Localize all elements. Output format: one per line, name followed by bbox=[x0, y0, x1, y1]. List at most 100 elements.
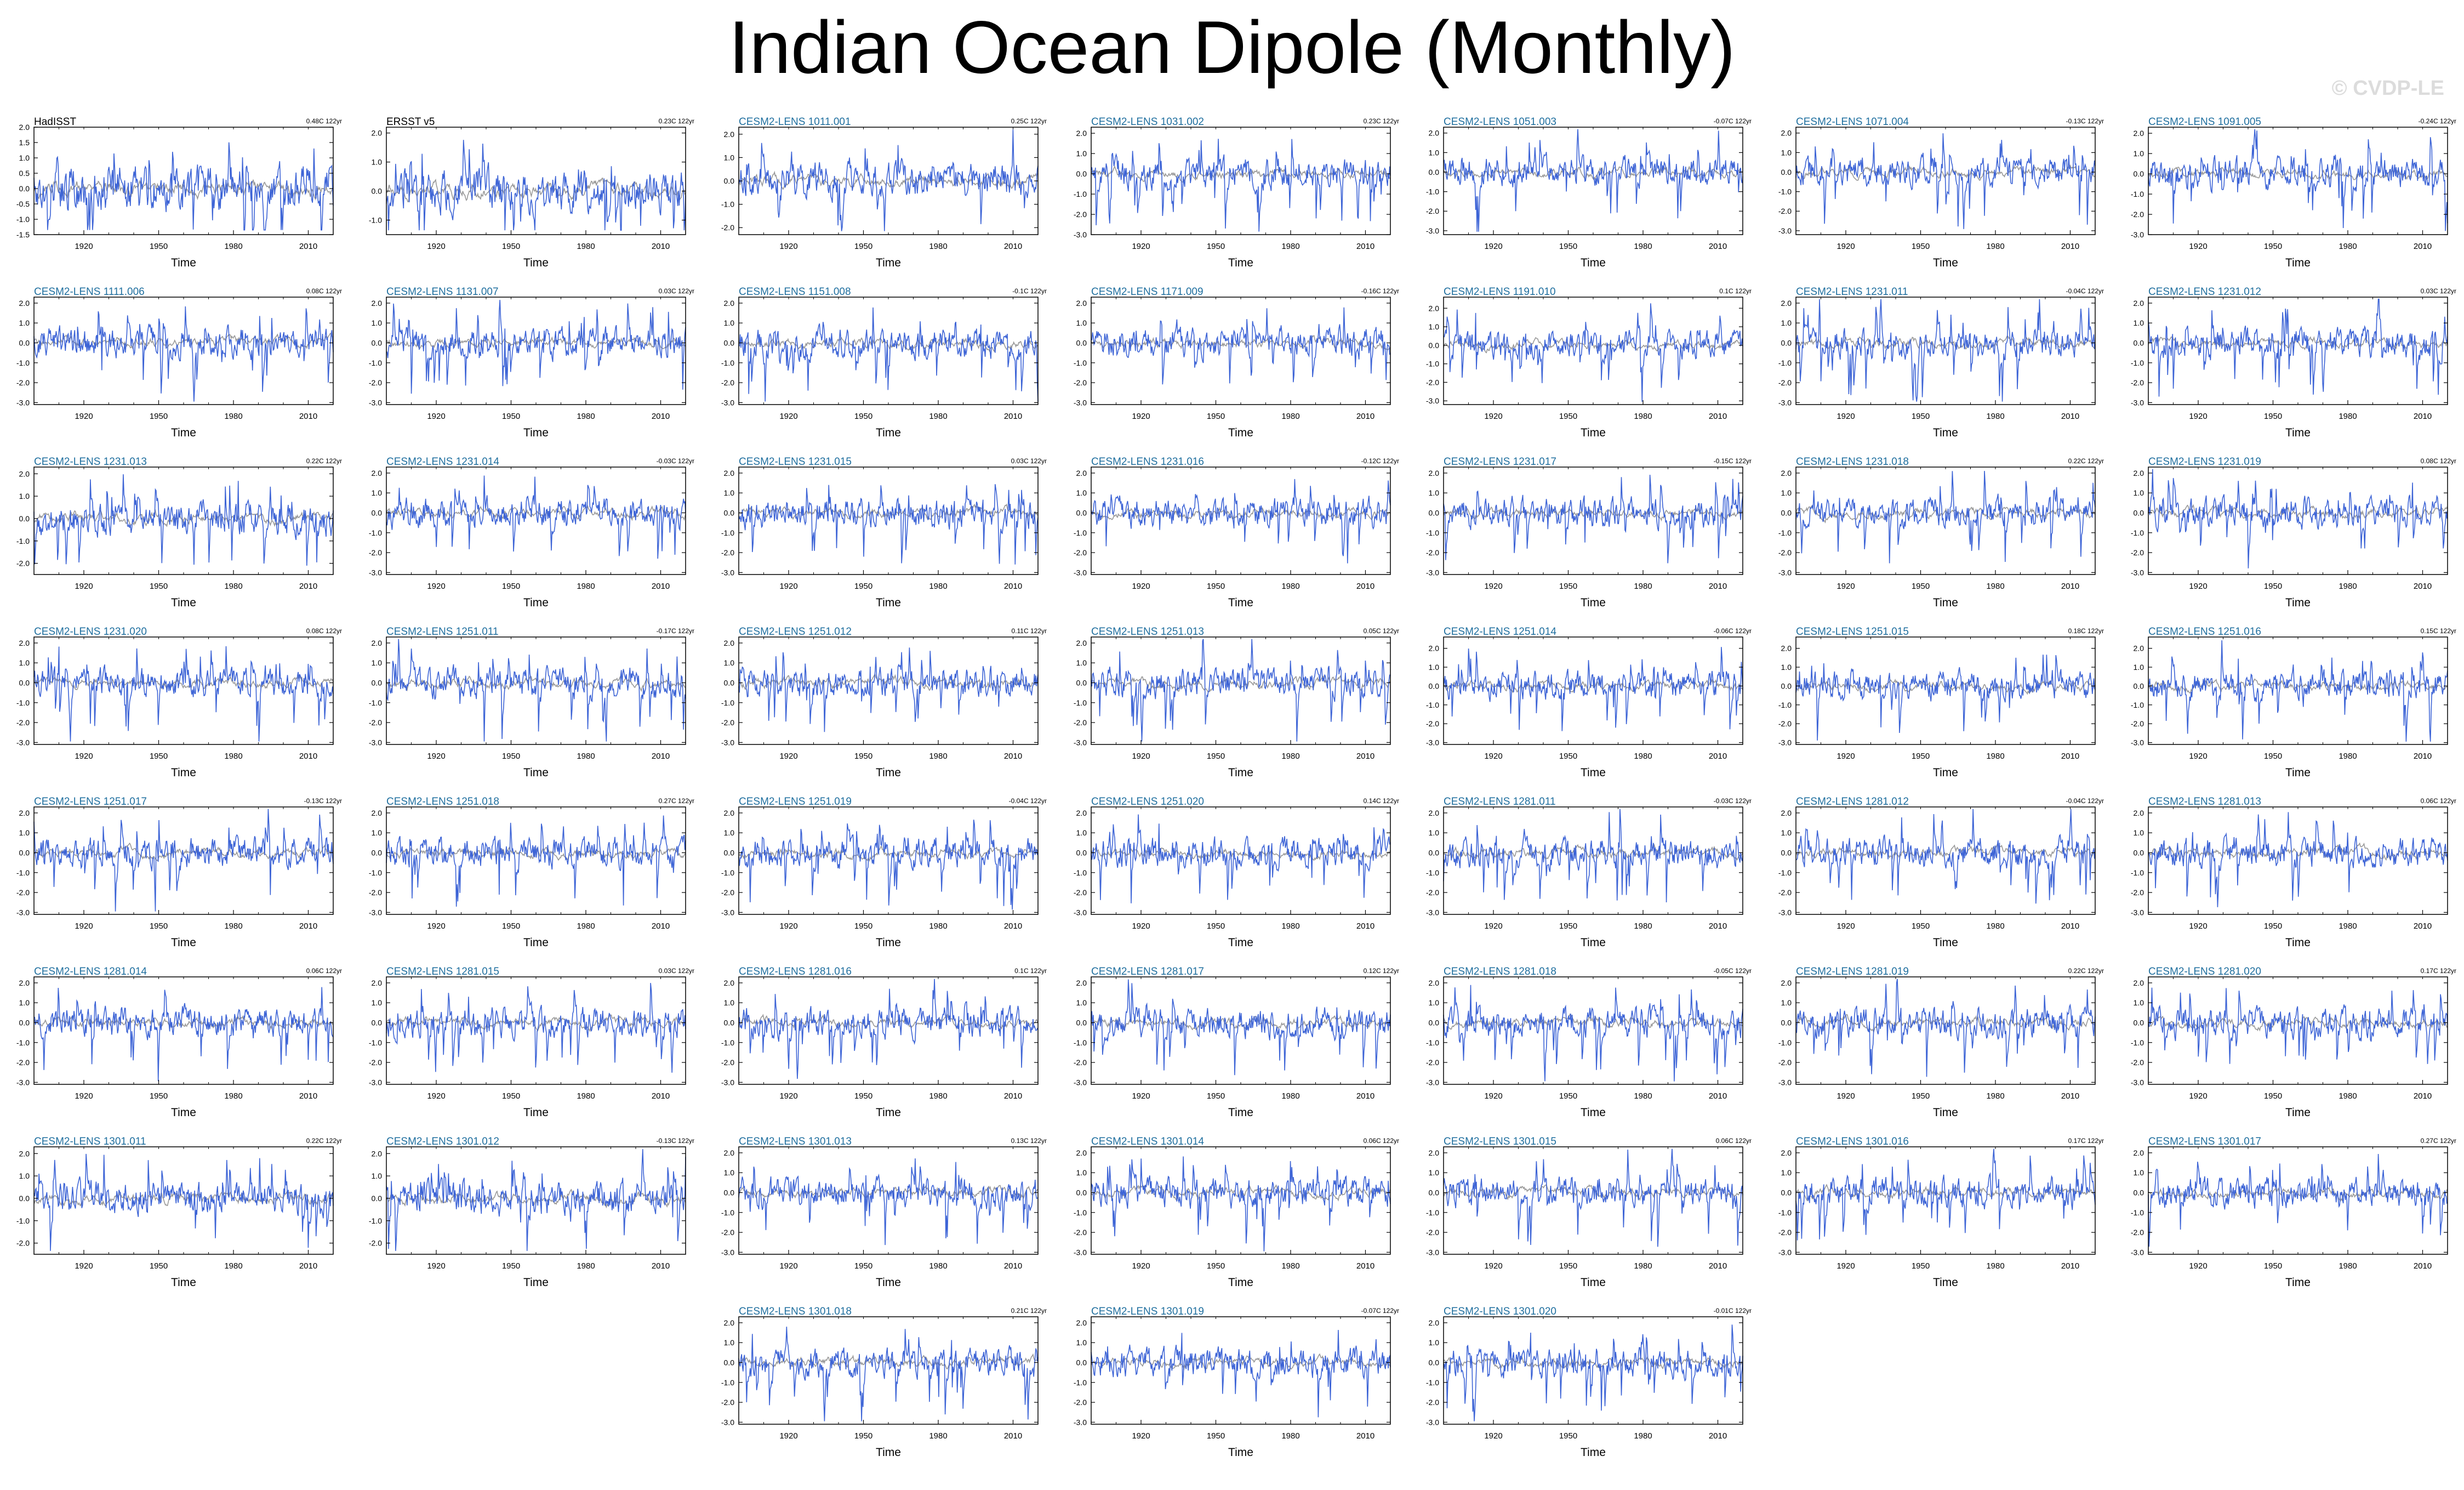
y-tick-label: -2.0 bbox=[2131, 1228, 2144, 1237]
trend-label: -0.13C 122yr bbox=[2066, 117, 2104, 125]
x-tick-label: 1920 bbox=[1132, 582, 1150, 591]
x-tick-label: 1920 bbox=[1132, 412, 1150, 421]
chart-panel: CESM2-LENS 1251.015 0.18C 122yr 2.0 1.0 0.0 -… bbox=[1762, 626, 2113, 796]
y-tick-label: 2.0 bbox=[1076, 1148, 1087, 1157]
x-tick-label: 1950 bbox=[1207, 412, 1225, 421]
y-tick-label: 1.0 bbox=[1076, 488, 1087, 497]
x-tick-label: 2010 bbox=[1356, 1431, 1374, 1441]
trend-label: 0.48C 122yr bbox=[306, 117, 342, 125]
y-tick-label: 1.0 bbox=[19, 998, 30, 1007]
y-tick-label: 2.0 bbox=[1429, 1148, 1440, 1157]
y-tick-label: -1.0 bbox=[2131, 1208, 2144, 1217]
trend-label: -0.07C 122yr bbox=[1713, 117, 1752, 125]
x-tick-label: 1950 bbox=[150, 412, 168, 421]
x-tick-label: 1950 bbox=[1912, 1261, 1930, 1271]
y-tick-label: 2.0 bbox=[19, 1149, 30, 1158]
y-tick-label: 1.0 bbox=[724, 828, 735, 837]
x-tick-label: 1980 bbox=[577, 1261, 595, 1271]
y-tick-label: 2.0 bbox=[1781, 299, 1792, 308]
chart-panel: CESM2-LENS 1151.008 -0.1C 122yr 2.0 1.0 0.0 -… bbox=[705, 286, 1056, 456]
x-tick-label: 1980 bbox=[1281, 1431, 1299, 1441]
x-tick-label: 2010 bbox=[299, 412, 317, 421]
x-tick-label: 1980 bbox=[929, 412, 947, 421]
x-axis-label: Time bbox=[1933, 426, 1958, 439]
y-tick-label: 2.0 bbox=[1076, 299, 1087, 308]
x-tick-label: 1920 bbox=[427, 922, 445, 931]
y-tick-label: 1.0 bbox=[2134, 998, 2144, 1007]
y-tick-label: 1.0 bbox=[724, 319, 735, 327]
y-tick-label: -2.0 bbox=[721, 548, 734, 557]
y-tick-label: -2.0 bbox=[1074, 548, 1087, 557]
x-axis-label: Time bbox=[876, 766, 901, 779]
chart-panel: CESM2-LENS 1281.018 -0.05C 122yr 2.0 1.0 0.0… bbox=[1410, 966, 1760, 1136]
x-tick-label: 2010 bbox=[1004, 582, 1022, 591]
panel-title: CESM2-LENS 1191.010 bbox=[1444, 286, 1556, 298]
x-tick-label: 2010 bbox=[652, 582, 670, 591]
x-tick-label: 1980 bbox=[1634, 582, 1652, 591]
x-tick-label: 1980 bbox=[1986, 922, 2004, 931]
trend-label: 0.27C 122yr bbox=[658, 797, 694, 805]
x-tick-label: 1980 bbox=[224, 1091, 242, 1101]
x-tick-label: 1980 bbox=[1986, 582, 2004, 591]
y-tick-label: 0.0 bbox=[1429, 341, 1440, 350]
x-tick-label: 1980 bbox=[577, 242, 595, 251]
series-line bbox=[1091, 307, 1391, 385]
x-tick-label: 1980 bbox=[577, 752, 595, 761]
y-tick-label: -3.0 bbox=[1778, 1078, 1792, 1087]
x-axis-label: Time bbox=[2285, 1276, 2311, 1289]
y-tick-label: 1.0 bbox=[1076, 149, 1087, 158]
y-tick-label: 0.0 bbox=[724, 678, 735, 687]
y-tick-label: -3.0 bbox=[721, 568, 734, 577]
series-line bbox=[1091, 1156, 1391, 1252]
x-axis-label: Time bbox=[1228, 936, 1253, 949]
y-tick-label: 1.5 bbox=[19, 138, 30, 147]
y-tick-label: -1.0 bbox=[2131, 359, 2144, 367]
x-tick-label: 2010 bbox=[2061, 242, 2079, 251]
x-tick-label: 2010 bbox=[1356, 922, 1374, 931]
trend-label: 0.03C 122yr bbox=[2420, 287, 2456, 295]
panel-plot: 2.0 1.0 0.0 -1.0 -2.0 -3.0 1920 1950 1980 2010 Tim… bbox=[1426, 127, 1743, 269]
ensemble-line bbox=[738, 337, 1039, 352]
ensemble-line bbox=[33, 842, 334, 862]
y-tick-label: 1.0 bbox=[1076, 828, 1087, 837]
y-tick-label: 2.0 bbox=[1076, 129, 1087, 138]
x-tick-label: 1920 bbox=[779, 582, 797, 591]
y-tick-label: -3.0 bbox=[721, 1418, 734, 1426]
x-tick-label: 1920 bbox=[779, 752, 797, 761]
x-tick-label: 1920 bbox=[1836, 752, 1855, 761]
y-tick-label: -2.0 bbox=[1074, 210, 1087, 219]
panel-title: CESM2-LENS 1301.020 bbox=[1444, 1306, 1556, 1317]
y-tick-label: 1.0 bbox=[2134, 828, 2144, 837]
trend-label: 0.12C 122yr bbox=[1363, 967, 1399, 975]
x-tick-label: 2010 bbox=[1709, 752, 1727, 761]
y-tick-label: 0.0 bbox=[1076, 1188, 1087, 1197]
x-tick-label: 1950 bbox=[2264, 1261, 2282, 1271]
panel-plot: 2.0 1.0 0.0 -1.0 -2.0 -3.0 1920 1950 1980 2010 Tim… bbox=[1426, 806, 1743, 949]
y-tick-label: -1.0 bbox=[1074, 359, 1087, 367]
x-tick-label: 1920 bbox=[1484, 412, 1502, 421]
x-tick-label: 1950 bbox=[1207, 1091, 1225, 1101]
panel-plot: 2.0 1.0 0.0 -1.0 -2.0 1920 1950 1980 2010 Time bbox=[721, 127, 1039, 269]
panel-title: CESM2-LENS 1281.015 bbox=[386, 966, 499, 977]
x-tick-label: 2010 bbox=[2061, 412, 2079, 421]
x-tick-label: 1950 bbox=[1559, 922, 1577, 931]
x-tick-label: 2010 bbox=[1004, 1261, 1022, 1271]
trend-label: -0.16C 122yr bbox=[1361, 287, 1399, 295]
trend-label: -0.13C 122yr bbox=[304, 797, 342, 805]
trend-label: -0.04C 122yr bbox=[2066, 797, 2104, 805]
y-tick-label: -3.0 bbox=[1426, 738, 1439, 747]
series-line bbox=[2148, 298, 2448, 397]
y-tick-label: 0.0 bbox=[372, 338, 383, 347]
panel-plot: 2.0 1.0 0.0 -1.0 -2.0 -3.0 1920 1950 1980 2010 Tim… bbox=[2131, 127, 2448, 269]
y-tick-label: -2.0 bbox=[721, 1058, 734, 1067]
y-tick-label: 0.0 bbox=[724, 1018, 735, 1027]
panel-plot: 2.0 1.0 0.0 -1.0 -2.0 -3.0 1920 1950 1980 2010 Tim… bbox=[1074, 297, 1391, 439]
x-axis-label: Time bbox=[171, 936, 196, 949]
x-tick-label: 2010 bbox=[2414, 242, 2432, 251]
series-line bbox=[1443, 985, 1743, 1082]
x-tick-label: 1950 bbox=[1207, 582, 1225, 591]
y-tick-label: -1.0 bbox=[16, 359, 30, 367]
x-tick-label: 2010 bbox=[2061, 1261, 2079, 1271]
y-tick-label: -3.0 bbox=[1074, 908, 1087, 917]
x-axis-label: Time bbox=[876, 936, 901, 949]
